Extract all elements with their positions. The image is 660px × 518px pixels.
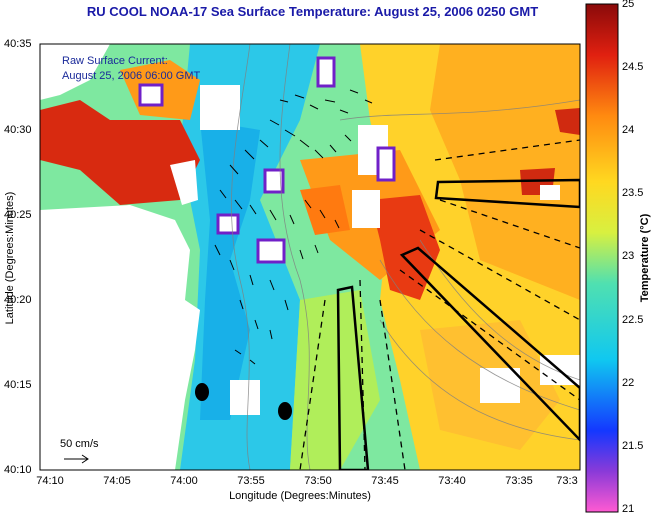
current-vectors xyxy=(214,89,373,365)
plot-frame xyxy=(39,43,581,471)
colorbar-tick: 21.5 xyxy=(622,440,644,452)
annotation-current-time: August 25, 2006 06:00 GMT xyxy=(62,70,201,82)
x-tick-label: 74:00 xyxy=(170,475,198,487)
x-axis-label: Longitude (Degrees:Minutes) xyxy=(229,490,371,502)
colorbar-tick: 21 xyxy=(622,503,635,515)
y-tick-label: 40:20 xyxy=(4,294,32,306)
colorbar-tick: 24.5 xyxy=(622,61,644,73)
colorbar-tick: 23.5 xyxy=(622,187,644,199)
x-tick-label: 74:05 xyxy=(103,475,131,487)
map-title: RU COOL NOAA-17 Sea Surface Temperature:… xyxy=(86,4,539,19)
x-tick-label: 73:55 xyxy=(237,475,265,487)
x-tick-label: 74:10 xyxy=(36,475,64,487)
sst-field xyxy=(40,44,580,470)
scale-arrow xyxy=(64,454,89,464)
colorbar-tick: 24 xyxy=(622,124,635,136)
colorbar-tick: 23 xyxy=(622,250,635,262)
station-marker xyxy=(195,383,209,401)
x-tick-label: 73:35 xyxy=(505,475,533,487)
y-tick-label: 40:10 xyxy=(4,464,32,476)
y-tick-label: 40:25 xyxy=(4,209,32,221)
y-tick-label: 40:30 xyxy=(4,124,32,136)
colorbar-tick: 22.5 xyxy=(622,314,644,326)
colorbar-tick: 25 xyxy=(622,0,635,10)
x-tick-label: 73:40 xyxy=(438,475,466,487)
x-tick-label: 73:50 xyxy=(304,475,332,487)
colorbar-tick: 22 xyxy=(622,377,635,389)
scale-label: 50 cm/s xyxy=(60,438,99,450)
colorbar-title: Temperature (°C) xyxy=(639,213,651,303)
sampling-boxes xyxy=(336,178,580,470)
annotation-current-label: Raw Surface Current: xyxy=(62,55,168,67)
y-tick-label: 40:35 xyxy=(4,38,32,50)
x-tick-label: 73:3 xyxy=(556,475,578,487)
y-tick-label: 40:15 xyxy=(4,379,32,391)
colorbar xyxy=(585,3,619,513)
x-tick-label: 73:45 xyxy=(371,475,399,487)
station-marker xyxy=(278,402,292,420)
